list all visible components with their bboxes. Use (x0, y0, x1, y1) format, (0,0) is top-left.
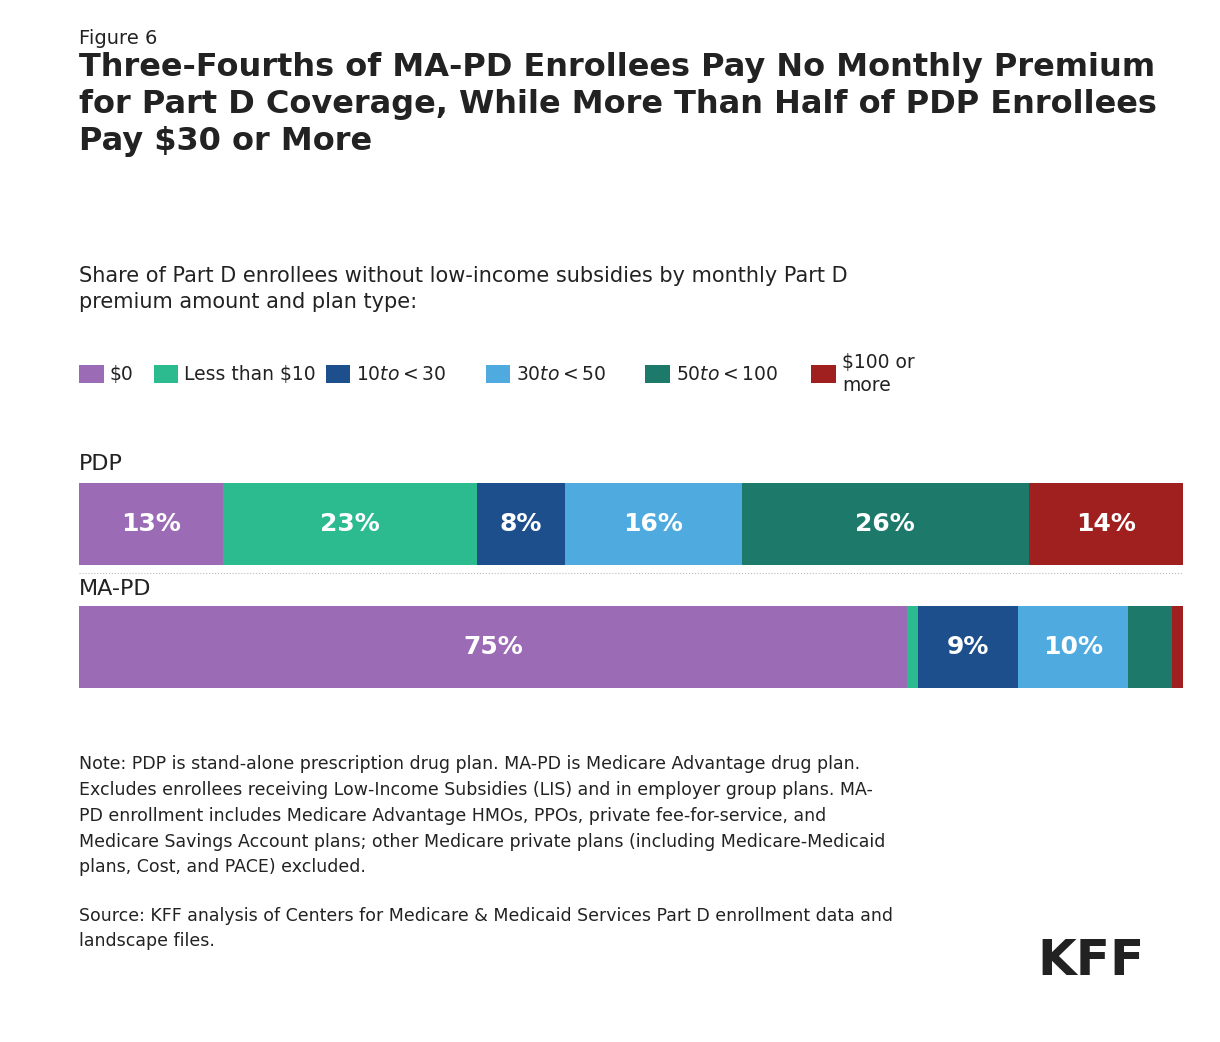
Text: $30 to <$50: $30 to <$50 (516, 365, 606, 383)
Bar (919, 606, 1017, 688)
Text: PDP: PDP (79, 454, 123, 474)
Bar (565, 483, 742, 565)
Text: Note: PDP is stand-alone prescription drug plan. MA-PD is Medicare Advantage dru: Note: PDP is stand-alone prescription dr… (79, 755, 886, 876)
Text: 23%: 23% (320, 512, 379, 537)
Bar (223, 483, 477, 565)
Bar (79, 606, 908, 688)
Text: Figure 6: Figure 6 (79, 29, 157, 48)
Text: Three-Fourths of MA-PD Enrollees Pay No Monthly Premium
for Part D Coverage, Whi: Three-Fourths of MA-PD Enrollees Pay No … (79, 52, 1158, 157)
Text: 14%: 14% (1076, 512, 1136, 537)
Text: $50 to <$100: $50 to <$100 (676, 365, 778, 383)
Text: Share of Part D enrollees without low-income subsidies by monthly Part D
premium: Share of Part D enrollees without low-in… (79, 266, 848, 313)
Bar (1172, 606, 1183, 688)
Text: $10 to <$30: $10 to <$30 (356, 365, 447, 383)
Text: 13%: 13% (121, 512, 181, 537)
Bar (79, 483, 223, 565)
Bar (477, 483, 565, 565)
Bar (742, 483, 1028, 565)
Bar (1028, 483, 1183, 565)
Text: 16%: 16% (623, 512, 683, 537)
Text: Source: KFF analysis of Centers for Medicare & Medicaid Services Part D enrollme: Source: KFF analysis of Centers for Medi… (79, 907, 893, 950)
Bar (1128, 606, 1172, 688)
Text: 26%: 26% (855, 512, 915, 537)
Text: KFF: KFF (1037, 937, 1144, 985)
Text: MA-PD: MA-PD (79, 579, 151, 599)
Text: Less than $10: Less than $10 (184, 365, 316, 383)
Text: $0: $0 (110, 365, 133, 383)
Text: $100 or
more: $100 or more (842, 353, 915, 395)
Text: 8%: 8% (500, 512, 542, 537)
Bar (908, 606, 919, 688)
Bar (1017, 606, 1128, 688)
Text: 10%: 10% (1043, 635, 1103, 660)
Text: 9%: 9% (947, 635, 989, 660)
Text: 75%: 75% (464, 635, 523, 660)
